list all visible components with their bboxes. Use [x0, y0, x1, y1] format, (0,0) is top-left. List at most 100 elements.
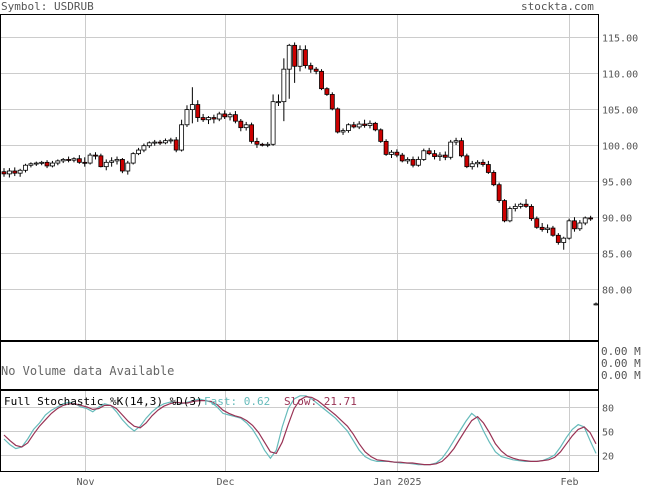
- candle-body: [324, 88, 330, 95]
- candle-body: [302, 49, 308, 66]
- candle-body: [259, 143, 265, 146]
- candle-body: [249, 124, 254, 142]
- candle-body: [561, 237, 567, 243]
- candle-body: [33, 162, 39, 165]
- candle-body: [286, 44, 292, 70]
- candle-body: [485, 164, 491, 173]
- candle-body: [421, 150, 427, 160]
- candle-body: [308, 65, 314, 70]
- candle-body: [1, 171, 7, 175]
- candle-body: [103, 161, 109, 168]
- stoch-tick-label: 20: [602, 452, 614, 463]
- candle-body: [184, 109, 190, 126]
- candle-body: [87, 154, 93, 164]
- candle-body: [200, 117, 206, 121]
- candle-body: [243, 124, 249, 129]
- candle-body: [340, 130, 346, 133]
- candle-body: [125, 162, 131, 172]
- candle-body: [136, 149, 141, 155]
- candle-body: [17, 169, 23, 174]
- price-tick-label: 85.00: [602, 250, 632, 261]
- candle-body: [545, 227, 550, 230]
- volume-axis-label: 0.00 M: [601, 369, 641, 382]
- candle-body: [448, 141, 454, 158]
- candle-body: [566, 220, 572, 239]
- candle-body: [222, 113, 228, 118]
- brand-label: stockta.com: [521, 0, 594, 13]
- candle-body: [335, 108, 341, 133]
- candle-body: [534, 218, 540, 228]
- candle-body: [55, 160, 61, 164]
- candle-body: [276, 101, 281, 104]
- candle-body: [23, 164, 28, 171]
- candle-body: [76, 158, 82, 163]
- candle-body: [254, 140, 260, 145]
- candle-body: [82, 161, 88, 164]
- candle-body: [232, 114, 238, 122]
- candle-body: [550, 227, 556, 236]
- candle-body: [464, 155, 470, 168]
- price-tick-label: 115.00: [602, 34, 638, 45]
- candle-body: [189, 104, 195, 111]
- candle-body: [372, 122, 378, 131]
- candle-body: [577, 222, 583, 230]
- volume-axis-label: 0.00 M: [601, 345, 641, 358]
- candle-body: [146, 142, 152, 147]
- candle-body: [367, 122, 373, 126]
- candle-body: [93, 154, 98, 157]
- candle-body: [119, 159, 125, 172]
- candle-body: [346, 124, 351, 131]
- candle-body: [211, 117, 217, 120]
- stoch-fast-line: [3, 395, 597, 466]
- candle-body: [71, 158, 77, 161]
- stoch-tick-label: 80: [602, 404, 614, 415]
- candle-body: [109, 160, 115, 163]
- candle-body: [507, 208, 513, 222]
- candle-body: [389, 151, 394, 155]
- candle-body: [12, 170, 18, 174]
- candle-body: [319, 70, 324, 90]
- candle-body: [28, 163, 34, 166]
- x-tick-label: Nov: [76, 477, 94, 486]
- candle-body: [410, 159, 416, 166]
- price-panel-frame: [0, 14, 599, 341]
- candle-body: [292, 44, 298, 67]
- candle-body: [130, 153, 136, 164]
- price-tick-label: 105.00: [602, 106, 638, 117]
- candle-body: [6, 170, 12, 175]
- stoch-panel-frame: [0, 390, 599, 472]
- candle-body: [163, 140, 168, 144]
- candle-body: [572, 220, 577, 230]
- stoch-tick-label: 50: [602, 428, 614, 439]
- candle-body: [480, 161, 486, 165]
- candle-body: [238, 120, 244, 129]
- candle-body: [265, 143, 271, 146]
- volume-panel-frame: [0, 341, 599, 390]
- stoch-slow-label: Slow: 21.71: [284, 395, 357, 408]
- candle-body: [405, 159, 411, 162]
- candle-body: [313, 68, 319, 72]
- candle-body: [179, 124, 185, 151]
- price-tick-label: 110.00: [602, 70, 638, 81]
- candle-body: [356, 123, 362, 128]
- candle-body: [415, 159, 421, 166]
- candle-body: [383, 140, 389, 155]
- candle-body: [588, 217, 594, 220]
- candle-body: [378, 129, 384, 142]
- candle-body: [227, 114, 233, 118]
- candle-body: [593, 303, 599, 306]
- candle-body: [469, 163, 475, 168]
- symbol-label: Symbol: USDRUB: [1, 0, 94, 13]
- candle-body: [518, 203, 524, 207]
- x-tick-label: Dec: [216, 477, 234, 486]
- candle-body: [173, 139, 179, 151]
- candle-body: [399, 154, 405, 162]
- price-tick-label: 95.00: [602, 178, 632, 189]
- candle-body: [98, 155, 104, 168]
- volume-axis-label: 0.00 M: [601, 357, 641, 370]
- candle-body: [437, 154, 443, 157]
- stoch-slow-line: [3, 395, 597, 466]
- candle-body: [529, 205, 534, 220]
- candle-body: [394, 151, 400, 156]
- x-tick-label: Feb: [560, 477, 578, 486]
